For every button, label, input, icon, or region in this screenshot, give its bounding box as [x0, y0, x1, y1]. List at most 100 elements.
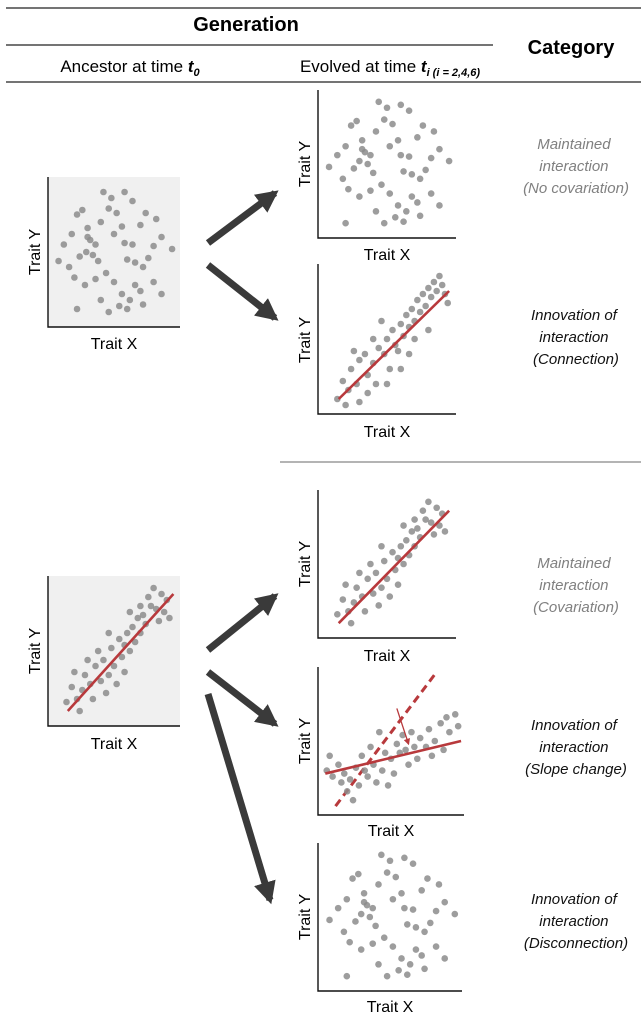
y-axis-label: Trait Y [297, 141, 314, 188]
data-point [126, 608, 134, 616]
data-point [421, 965, 428, 973]
data-point [94, 257, 102, 265]
data-point [355, 782, 363, 789]
data-point [79, 206, 86, 214]
data-point [389, 943, 397, 950]
data-point [108, 644, 115, 652]
data-point [367, 151, 374, 159]
data-point [92, 241, 99, 248]
data-point [113, 680, 120, 688]
data-point [350, 165, 358, 172]
data-point [357, 910, 365, 918]
data-point [326, 752, 333, 760]
data-point [397, 151, 405, 159]
data-point [369, 940, 377, 947]
data-point [400, 522, 407, 529]
data-point [97, 296, 105, 304]
data-point [131, 638, 139, 646]
data-point [451, 910, 459, 918]
plot-axes [317, 264, 456, 415]
trend-line [66, 593, 175, 712]
data-point [342, 401, 349, 409]
data-point [339, 175, 347, 183]
data-point [364, 773, 371, 780]
data-point [361, 767, 369, 774]
data-point [375, 602, 383, 609]
data-point [139, 263, 147, 271]
data-point [131, 259, 139, 266]
data-point [406, 961, 414, 968]
data-point [401, 904, 408, 912]
data-point [73, 305, 81, 313]
data-point [399, 731, 406, 739]
data-point [386, 365, 394, 373]
data-point [412, 946, 420, 953]
data-point [419, 122, 427, 129]
data-point [421, 928, 428, 936]
data-point [84, 656, 91, 664]
data-point [403, 921, 411, 928]
data-point [129, 241, 136, 248]
data-point [375, 344, 383, 352]
trend-line [324, 739, 462, 775]
data-point [137, 602, 144, 610]
data-point [358, 145, 366, 153]
data-point [414, 134, 421, 141]
data-point [129, 623, 136, 631]
data-point [158, 290, 165, 298]
x-axis-label: Trait X [91, 336, 138, 353]
data-point [150, 278, 157, 286]
data-point [383, 104, 391, 112]
data-point [115, 302, 123, 310]
data-point [335, 761, 342, 768]
data-point [63, 698, 70, 706]
data-point [414, 199, 421, 206]
data-point [340, 928, 348, 936]
x-axis-label: Trait X [367, 999, 414, 1016]
data-point [425, 284, 432, 292]
data-point [403, 971, 411, 979]
data-point [150, 242, 157, 250]
data-point [398, 955, 405, 962]
data-point [158, 233, 165, 241]
data-point [115, 635, 123, 643]
data-point [68, 683, 76, 691]
data-point [353, 584, 360, 591]
data-point [394, 137, 402, 144]
data-point [343, 972, 351, 980]
data-point [60, 241, 68, 248]
plot-background [48, 177, 180, 327]
data-point [389, 120, 396, 128]
data-point [356, 356, 363, 364]
x-axis-label: Trait X [368, 823, 415, 840]
data-point [383, 869, 391, 876]
data-point [436, 145, 443, 153]
data-point [378, 317, 385, 325]
data-point [438, 281, 446, 289]
data-point [372, 922, 379, 930]
data-point [422, 166, 429, 174]
data-point [394, 581, 402, 589]
data-point [427, 919, 434, 927]
y-axis-label: Trait Y [297, 541, 314, 588]
ancestor-column-heading: Ancestor at time t0 [60, 57, 200, 79]
data-point [389, 895, 397, 903]
data-point [431, 737, 439, 745]
data-point [338, 779, 345, 786]
data-point [392, 873, 400, 881]
data-point [102, 269, 110, 277]
data-point [357, 946, 365, 953]
data-point [121, 239, 128, 247]
data-point [347, 365, 355, 373]
category-label-maintained-covariation: Maintained interaction (Covariation) [533, 555, 619, 616]
data-point [350, 599, 358, 606]
data-point [375, 98, 383, 106]
data-point [425, 326, 432, 334]
data-point [100, 188, 107, 196]
data-point [435, 881, 443, 888]
data-point [430, 278, 438, 286]
data-point [110, 230, 118, 238]
data-point [409, 906, 417, 913]
data-point [393, 740, 401, 748]
data-point [369, 335, 377, 343]
